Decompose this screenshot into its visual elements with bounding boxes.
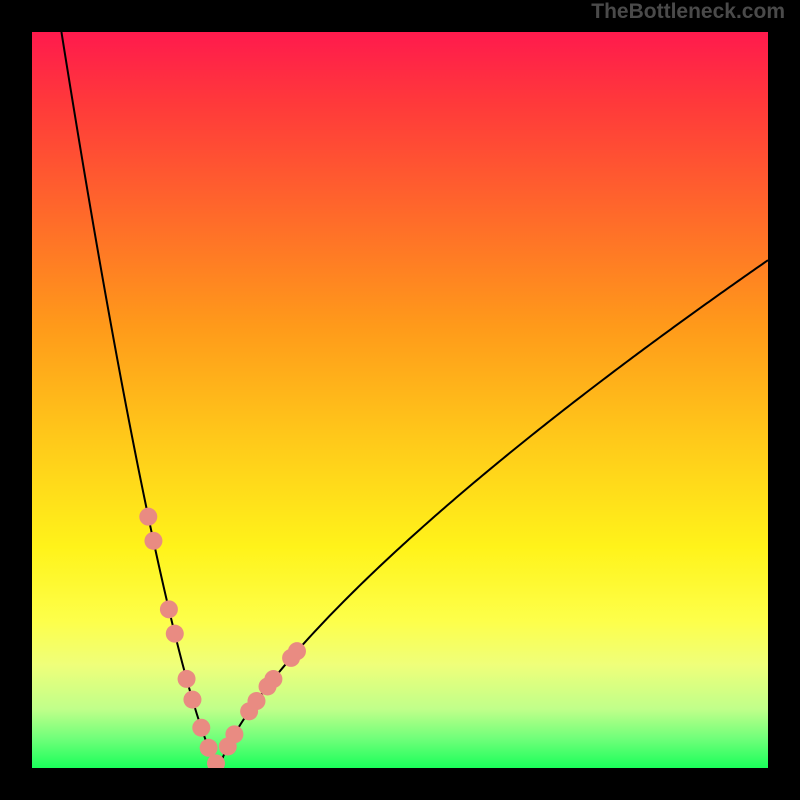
chart-container: TheBottleneck.com — [0, 0, 800, 800]
watermark-text: TheBottleneck.com — [591, 0, 785, 23]
watermark: TheBottleneck.com — [591, 0, 785, 24]
chart-svg — [32, 32, 768, 768]
plot-area — [32, 32, 768, 768]
